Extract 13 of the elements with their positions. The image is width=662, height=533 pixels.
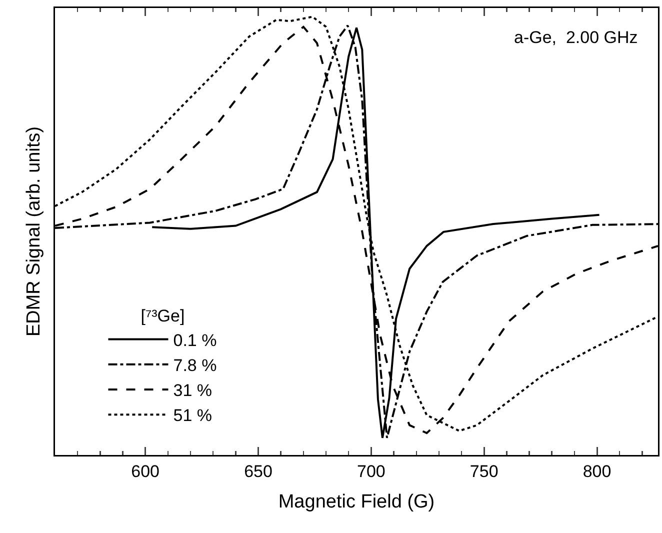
y-axis-title: EDMR Signal (arb. units) [24, 126, 45, 337]
legend-label: 51 % [173, 406, 212, 426]
legend-title: [⁷³Ge] [140, 306, 185, 326]
legend-label: 7.8 % [173, 356, 217, 376]
x-tick-label: 700 [356, 462, 386, 481]
legend-label: 0.1 % [173, 330, 217, 350]
legend-label: 31 % [173, 381, 212, 400]
x-axis-title: Magnetic Field (G) [278, 491, 435, 512]
x-tick-label: 650 [244, 462, 272, 481]
x-tick-label: 800 [582, 462, 612, 481]
annotation: a-Ge, 2.00 GHz [514, 28, 638, 47]
x-tick-label: 750 [470, 462, 498, 481]
x-tick-label: 600 [131, 462, 160, 481]
